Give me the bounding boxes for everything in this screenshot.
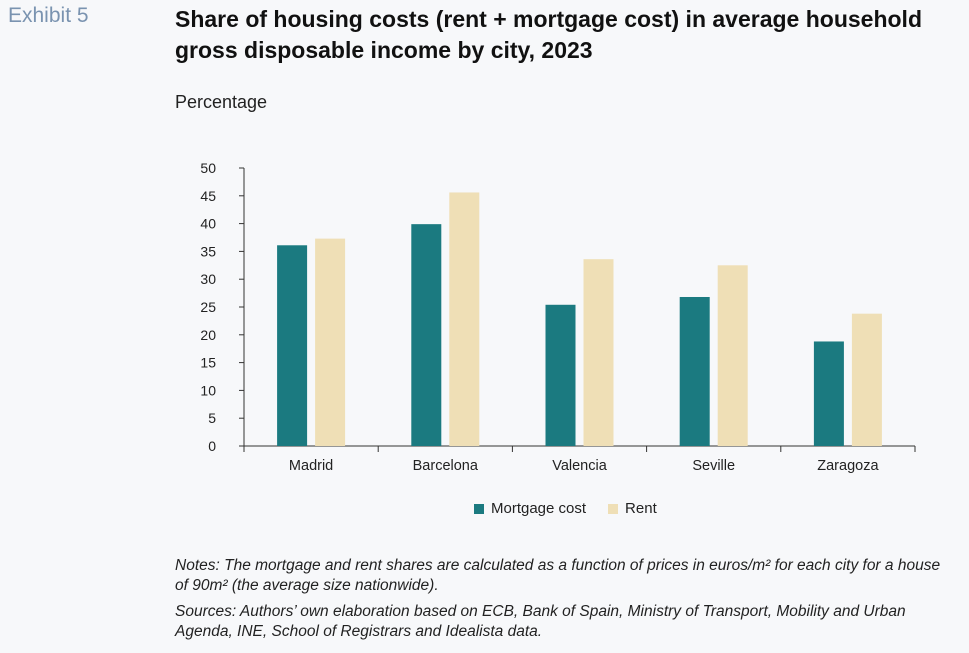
x-category-label: Zaragoza <box>817 458 879 474</box>
y-tick-label: 50 <box>200 160 216 176</box>
bar-rent-barcelona <box>449 192 480 446</box>
x-category-label: Valencia <box>552 458 607 474</box>
legend-swatch-rent <box>608 503 619 514</box>
x-category-label: Madrid <box>289 458 333 474</box>
y-tick-label: 20 <box>200 327 216 343</box>
bar-mortgage-seville <box>679 296 710 446</box>
chart-title: Share of housing costs (rent + mortgage … <box>175 6 922 63</box>
exhibit-label: Exhibit 5 <box>8 4 89 27</box>
sources-text: Sources: Authors’ own elaboration based … <box>175 603 906 640</box>
y-tick-label: 35 <box>200 243 216 259</box>
legend-item-rent: Rent <box>608 500 657 517</box>
y-tick-label: 25 <box>200 299 216 315</box>
legend-label-mortgage: Mortgage cost <box>491 500 587 517</box>
y-tick-label: 40 <box>200 216 216 232</box>
legend-label-rent: Rent <box>625 500 657 517</box>
legend-swatch-mortgage <box>474 503 484 514</box>
legend: Mortgage cost Rent <box>474 500 657 517</box>
y-tick-label: 5 <box>208 410 216 426</box>
bar-mortgage-zaragoza <box>813 341 844 446</box>
y-tick-label: 30 <box>200 271 216 287</box>
y-tick-label: 10 <box>200 382 216 398</box>
x-category-label: Barcelona <box>413 458 479 474</box>
y-tick-label: 0 <box>208 438 216 454</box>
y-tick-label: 45 <box>200 188 216 204</box>
notes-text: Notes: The mortgage and rent shares are … <box>175 557 941 594</box>
notes-block: Notes: The mortgage and rent shares are … <box>175 556 955 648</box>
bar-rent-seville <box>717 265 748 446</box>
bar-mortgage-barcelona <box>411 224 442 446</box>
unit-label: Percentage <box>175 92 268 112</box>
bar-rent-valencia <box>583 259 614 446</box>
y-tick-label: 15 <box>200 355 216 371</box>
x-category-label: Seville <box>692 458 735 474</box>
bar-rent-zaragoza <box>851 313 882 446</box>
bar-mortgage-madrid <box>277 245 308 446</box>
bar-rent-madrid <box>315 238 346 446</box>
bar-mortgage-valencia <box>545 304 576 446</box>
legend-item-mortgage: Mortgage cost <box>474 500 586 517</box>
